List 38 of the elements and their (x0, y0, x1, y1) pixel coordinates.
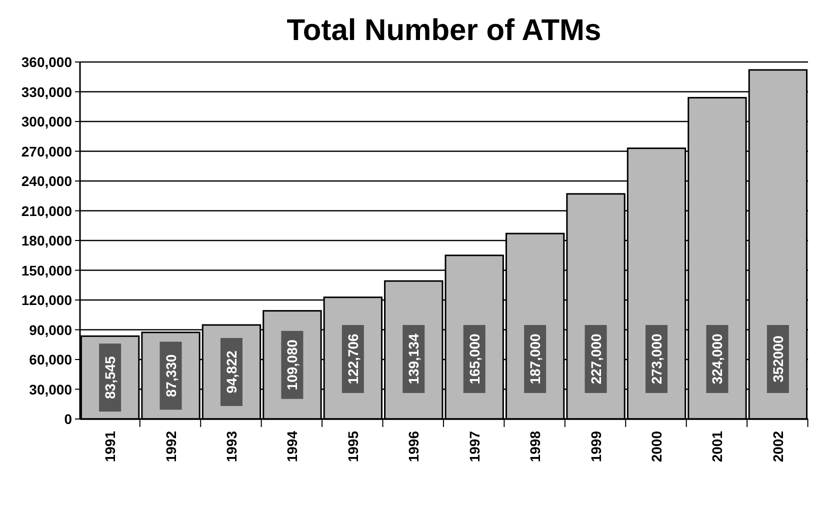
x-tick-label: 1999 (588, 430, 604, 462)
y-tick-label: 330,000 (21, 84, 72, 100)
data-label: 352000 (770, 335, 786, 382)
y-tick-label: 300,000 (21, 114, 72, 130)
data-label: 109,080 (284, 339, 300, 390)
chart-title: Total Number of ATMs (286, 14, 602, 47)
data-label: 94,822 (223, 350, 240, 394)
y-tick-label: 120,000 (21, 292, 72, 308)
y-tick-label: 90,000 (29, 322, 72, 338)
y-tick-label: 270,000 (21, 143, 72, 160)
x-tick-label: 1998 (527, 430, 544, 462)
y-tick-label: 150,000 (21, 262, 72, 278)
x-tick-label: 2001 (709, 430, 726, 462)
data-label: 165,000 (466, 333, 482, 384)
y-tick-label: 360,000 (21, 54, 72, 70)
data-label: 187,000 (527, 333, 544, 384)
x-tick-label: 1995 (344, 430, 361, 462)
x-tick-label: 2002 (770, 430, 786, 462)
x-tick-label: 1991 (102, 430, 118, 462)
y-tick-label: 240,000 (21, 173, 72, 189)
x-tick-label: 1992 (162, 430, 179, 462)
data-label: 87,330 (162, 354, 179, 398)
data-label: 324,000 (709, 333, 726, 384)
y-tick-label: 180,000 (21, 232, 72, 248)
y-tick-label: 210,000 (21, 202, 72, 219)
data-label: 83,545 (102, 356, 118, 399)
y-tick-label: 0 (64, 411, 72, 427)
y-tick-label: 30,000 (29, 381, 72, 398)
x-tick-label: 1996 (406, 430, 422, 462)
x-tick-label: 2000 (648, 430, 665, 462)
y-tick-label: 60,000 (29, 352, 72, 368)
data-label: 273,000 (648, 333, 665, 384)
x-tick-label: 1997 (466, 430, 482, 462)
data-label: 122,706 (344, 333, 361, 384)
x-tick-label: 1994 (284, 430, 300, 462)
data-label: 227,000 (588, 333, 604, 384)
data-label: 139,134 (406, 333, 422, 384)
x-tick-label: 1993 (223, 430, 240, 462)
